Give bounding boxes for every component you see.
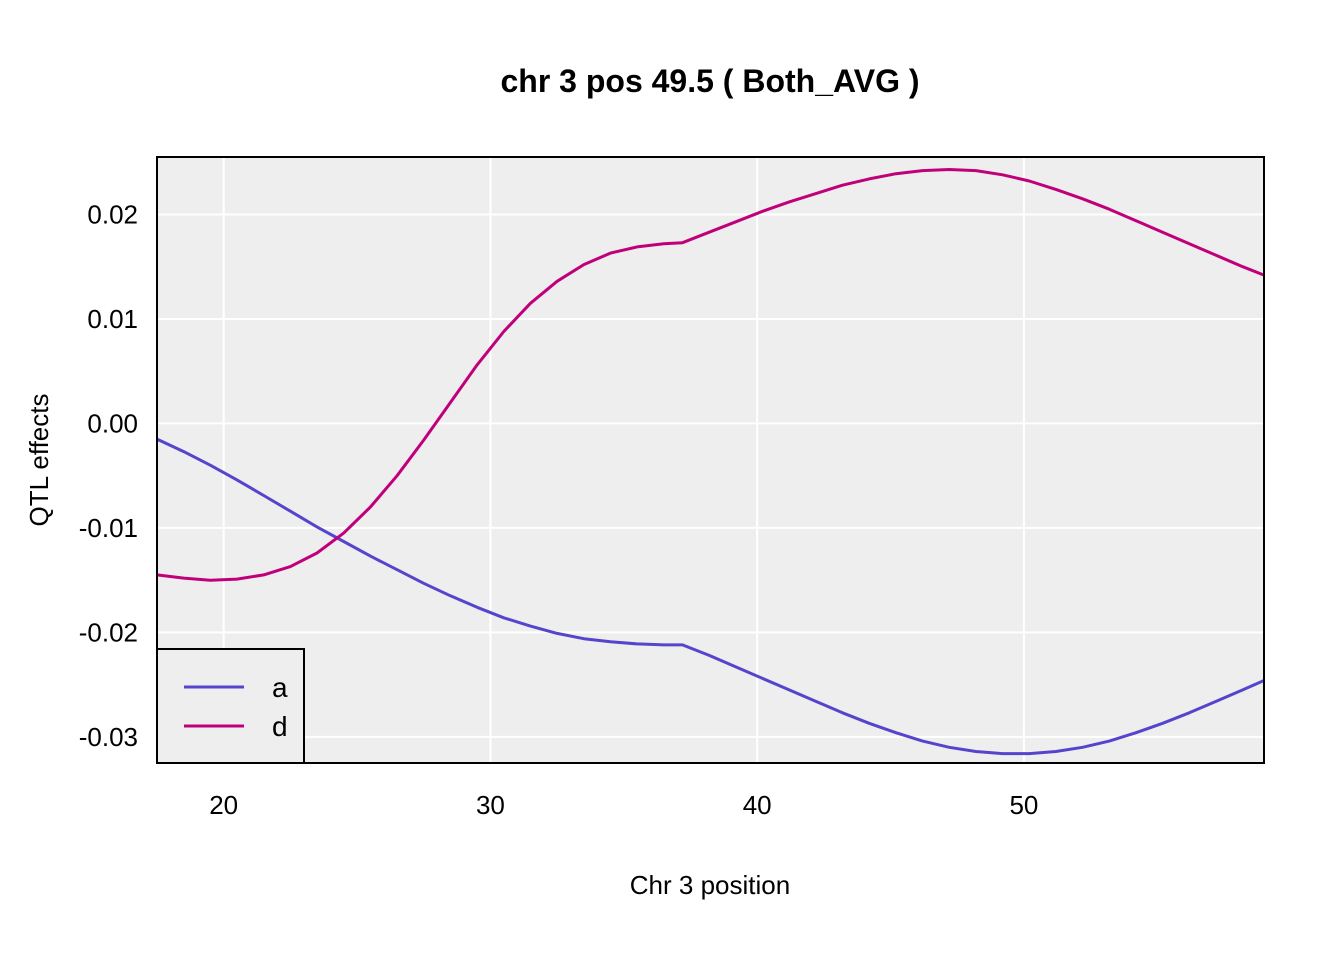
x-tick-label: 20	[209, 790, 238, 820]
y-tick-label: 0.01	[87, 304, 138, 334]
legend: ad	[156, 648, 305, 764]
series-line-d	[156, 168, 1265, 582]
chart-title: chr 3 pos 49.5 ( Both_AVG )	[500, 63, 919, 99]
plot-frame	[156, 156, 1265, 764]
x-tick-label: 30	[476, 790, 505, 820]
plot-background	[157, 157, 1264, 763]
x-axis-label: Chr 3 position	[630, 870, 790, 900]
y-tick-label: -0.02	[79, 617, 138, 647]
y-tick-label: 0.00	[87, 408, 138, 438]
legend-box	[156, 648, 305, 764]
y-axis-label: QTL effects	[24, 394, 54, 527]
y-tick-label: -0.03	[79, 722, 138, 752]
series-line-a	[156, 437, 1265, 756]
series-layer	[156, 168, 1265, 756]
x-tick-label: 40	[743, 790, 772, 820]
y-axis: 0.02 0.01 0.00 -0.01 -0.02 -0.03	[79, 199, 138, 751]
y-tick-label: 0.02	[87, 199, 138, 229]
x-axis: 20 30 40 50	[209, 790, 1038, 820]
x-tick-label: 50	[1009, 790, 1038, 820]
y-tick-label: -0.01	[79, 513, 138, 543]
grid-lines	[157, 157, 1264, 763]
legend-label-a: a	[272, 672, 288, 703]
legend-label-d: d	[272, 711, 288, 742]
